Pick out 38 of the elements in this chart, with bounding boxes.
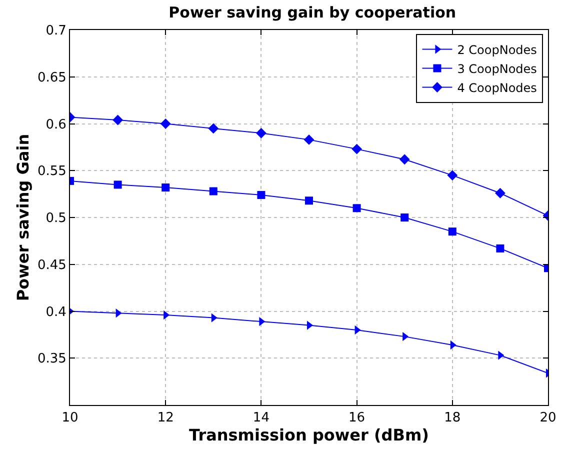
legend-label: 4 CoopNodes (457, 80, 537, 95)
y-tick-label: 0.65 (37, 70, 66, 86)
point (448, 228, 456, 236)
point (352, 144, 362, 154)
x-tick-label: 12 (157, 410, 174, 426)
x-tick-label: 20 (540, 410, 556, 426)
legend-label: 3 CoopNodes (457, 62, 537, 76)
y-tick-label: 0.35 (37, 352, 66, 367)
x-tick-label: 16 (348, 410, 366, 426)
point (209, 187, 218, 196)
point (162, 184, 170, 192)
point (208, 123, 219, 134)
point (160, 118, 171, 129)
point (112, 114, 123, 126)
y-tick-label: 0.5 (46, 211, 66, 226)
x-tick-label: 10 (62, 410, 78, 426)
point (305, 196, 313, 205)
point (352, 204, 361, 212)
point (257, 191, 266, 199)
y-tick-label: 0.4 (46, 304, 66, 320)
point (495, 188, 506, 198)
point (304, 134, 314, 145)
point (114, 180, 122, 189)
point (400, 214, 409, 222)
x-axis-title: Transmission power (dBm) (189, 426, 429, 445)
x-tick-label: 18 (444, 410, 461, 426)
y-tick-label: 0.7 (46, 24, 66, 39)
point (447, 170, 458, 181)
point (399, 154, 410, 165)
y-tick-label: 0.55 (37, 164, 66, 180)
point (496, 244, 504, 252)
y-tick-label: 0.45 (37, 258, 66, 273)
chart-title: Power saving gain by cooperation (168, 3, 456, 22)
point (256, 128, 266, 138)
y-axis-title: Power saving Gain (13, 134, 32, 302)
legend-label: 2 CoopNodes (457, 42, 537, 57)
y-tick-label: 0.6 (46, 117, 66, 132)
x-tick-label: 14 (252, 410, 270, 426)
